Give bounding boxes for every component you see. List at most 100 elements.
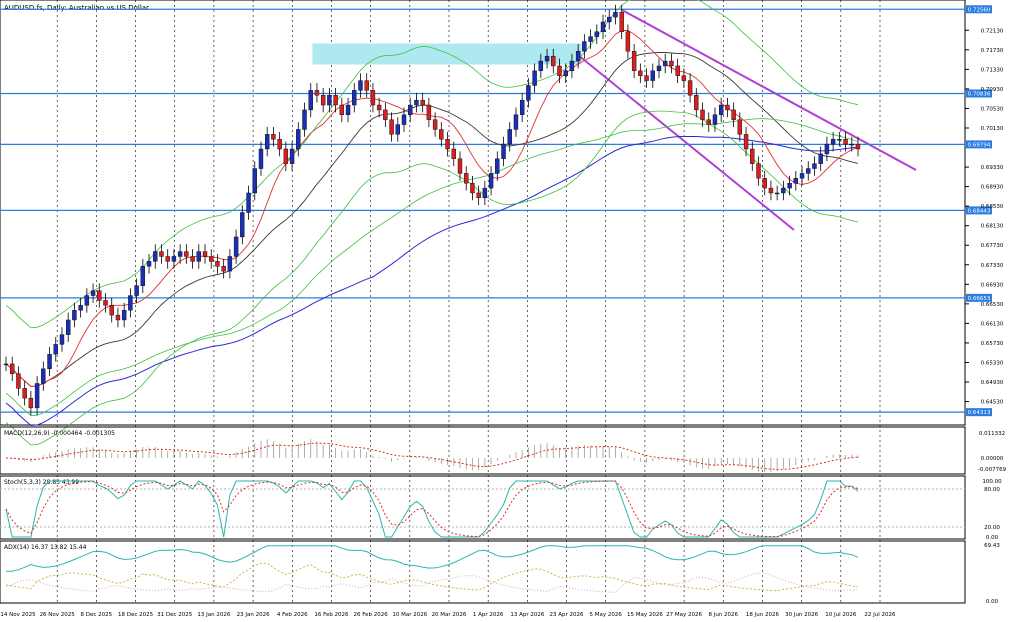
- price-tick-label-12: 0.66930: [981, 282, 1004, 288]
- candle-body-92: [575, 51, 581, 62]
- candle-body-2: [16, 373, 21, 389]
- ma-long-line: [5, 136, 859, 427]
- candle-body-95: [594, 31, 600, 37]
- time-axis: 14 Nov 2025 26 Nov 2025 8 Dec 2025 18 Dec 2…: [0, 612, 896, 618]
- price-tick-label-11: 0.67330: [981, 263, 1004, 269]
- candle-body-50: [314, 90, 320, 96]
- candle-body-99: [619, 12, 624, 32]
- macd-signal-line: [5, 442, 859, 471]
- candle-body-87: [544, 55, 550, 62]
- candle-body-43: [271, 134, 276, 140]
- candle-body-26: [165, 256, 170, 262]
- adx-main-line: [6, 545, 859, 572]
- level-label-1: 0.70836: [968, 92, 991, 98]
- candle-body-48: [302, 109, 307, 130]
- candle-body-119: [743, 134, 749, 150]
- candle-body-118: [737, 119, 743, 135]
- level-label-2: 0.69794: [968, 142, 991, 148]
- date-label-2: 8 Dec 2025: [81, 612, 113, 618]
- date-label-18: 8 Jun 2026: [708, 612, 738, 618]
- level-label-0: 0.72560: [968, 7, 991, 13]
- candle-body-96: [600, 21, 606, 32]
- candle-body-116: [725, 104, 730, 111]
- stoch-tick-label-3: 0.00: [986, 535, 999, 541]
- date-label-17: 27 May 2026: [666, 612, 702, 618]
- candle-body-19: [121, 310, 127, 321]
- candle-body-14: [90, 290, 96, 296]
- date-label-8: 16 Feb 2026: [314, 612, 349, 618]
- candle-body-63: [395, 124, 400, 135]
- candle-body-75: [470, 182, 475, 194]
- candle-body-23: [146, 261, 152, 267]
- candle-body-86: [538, 60, 544, 72]
- price-tick-label-10: 0.67730: [981, 243, 1004, 249]
- candle-body-88: [551, 55, 556, 67]
- candle-body-61: [383, 109, 388, 120]
- candle-body-78: [488, 173, 494, 189]
- candle-body-101: [631, 51, 637, 72]
- stoch-tick-label-0: 100.00: [982, 479, 1002, 485]
- candle-body-81: [507, 129, 512, 145]
- date-label-14: 23 Apr 2026: [550, 612, 585, 618]
- date-label-4: 31 Dec 2025: [157, 612, 193, 618]
- candle-body-1: [10, 363, 15, 374]
- candle-body-68: [426, 104, 432, 120]
- candle-body-12: [78, 305, 83, 311]
- candle-body-62: [389, 119, 394, 135]
- level-tag-0: [966, 5, 992, 14]
- candle-body-28: [177, 251, 183, 257]
- macd-tick-label-2: -0.007769: [978, 467, 1007, 473]
- candle-body-32: [202, 251, 208, 257]
- candle-body-74: [464, 173, 469, 184]
- price-tick-label-9: 0.68130: [981, 224, 1004, 230]
- ma-mid-line: [5, 52, 859, 387]
- price-tick-label-6: 0.69330: [981, 165, 1004, 171]
- candle-body-30: [190, 256, 195, 262]
- candle-body-127: [793, 178, 799, 184]
- candle-body-90: [563, 70, 568, 76]
- price-tick-label-0: 0.72130: [981, 28, 1004, 34]
- candle-body-3: [22, 388, 27, 399]
- candle-body-8: [53, 344, 58, 355]
- candle-body-47: [296, 129, 301, 150]
- candle-body-52: [327, 95, 332, 106]
- date-label-16: 15 May 2026: [627, 612, 663, 618]
- candle-body-56: [352, 90, 357, 106]
- stochastic-panel: Stoch(5,3,3) 28.83 43.99 100.00 80.00 20.0…: [0, 475, 1002, 541]
- candle-body-72: [451, 148, 456, 159]
- price-tick-label-2: 0.71330: [981, 67, 1004, 73]
- adx-panel-frame: [0, 540, 966, 604]
- candle-body-67: [420, 99, 425, 106]
- adx-tick-label-1: 0.00: [986, 599, 999, 605]
- candle-body-103: [644, 75, 649, 81]
- date-label-11: 20 Mar 2026: [432, 612, 467, 618]
- candle-body-113: [706, 119, 711, 125]
- candle-body-36: [227, 256, 233, 272]
- date-label-21: 10 Jul 2026: [825, 612, 857, 618]
- candle-body-59: [370, 90, 376, 106]
- candle-body-35: [221, 266, 226, 272]
- channel-upper-line: [621, 9, 917, 171]
- date-label-22: 22 Jul 2026: [864, 612, 896, 618]
- price-tick-label-8: 0.68530: [981, 204, 1004, 210]
- candle-body-54: [339, 104, 345, 115]
- macd-tick-label-0: 0.011332: [979, 431, 1005, 437]
- price-tick-label-7: 0.68930: [981, 185, 1004, 191]
- macd-panel: MACD(12,26,9) -0.000464 -0.001305 0.0113…: [0, 426, 1007, 475]
- candle-body-27: [171, 256, 177, 262]
- price-axis: 0.72130 0.71730 0.71330 0.70930 0.70530 0.701…: [965, 28, 1004, 406]
- level-label-4: 0.66653: [968, 296, 991, 302]
- candle-body-69: [432, 119, 438, 130]
- date-label-9: 26 Feb 2026: [354, 612, 389, 618]
- support-resistance-levels: 0.72560 0.70836 0.69794 0.68443 0.66653 0.643…: [0, 5, 992, 417]
- candle-body-131: [818, 153, 823, 164]
- candle-body-5: [34, 383, 40, 409]
- macd-legend: MACD(12,26,9) -0.000464 -0.001305: [4, 430, 115, 437]
- candle-body-122: [762, 178, 767, 189]
- candle-body-38: [240, 212, 245, 238]
- chart-title: AUDUSD.fs, Daily: Australian vs US Dolla…: [4, 4, 149, 12]
- price-tick-label-14: 0.66130: [981, 321, 1004, 327]
- candle-body-100: [625, 31, 631, 52]
- candle-body-126: [787, 182, 792, 189]
